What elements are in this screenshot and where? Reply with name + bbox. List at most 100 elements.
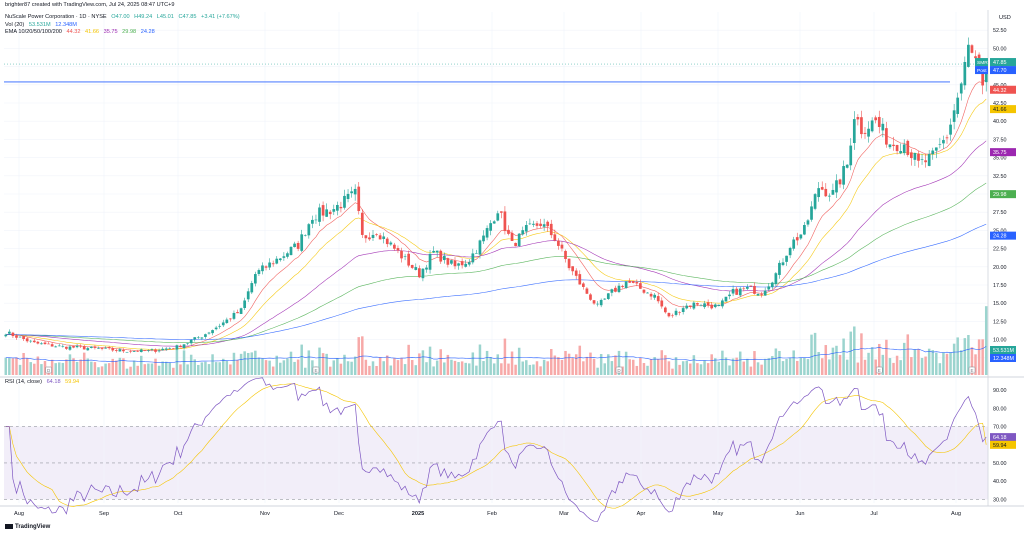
price-tick-label: 42.50: [993, 101, 1007, 107]
ohlc-close: C47.85: [178, 14, 197, 20]
volume-bar: [510, 351, 514, 375]
volume-value: 53.531M: [28, 22, 51, 28]
candle-body: [389, 242, 393, 245]
volume-bar: [82, 352, 86, 375]
volume-bar: [792, 350, 795, 375]
volume-bar: [910, 357, 913, 375]
candle-body: [43, 342, 47, 345]
candle-body: [432, 250, 435, 253]
candle-body: [795, 237, 799, 241]
candle-body: [514, 242, 517, 247]
candle-body: [229, 318, 232, 320]
candle-body: [75, 345, 79, 348]
volume-bar: [33, 363, 36, 375]
candle-body: [499, 211, 503, 213]
volume-bar: [778, 350, 781, 375]
volume-bar: [746, 358, 749, 375]
candle-body: [89, 346, 93, 348]
candle-body: [731, 288, 735, 294]
candle-body: [318, 207, 321, 222]
volume-bar: [828, 359, 831, 375]
price-tag-label: Post: [977, 68, 987, 74]
candle-body: [852, 119, 856, 144]
volume-bar: [863, 359, 867, 375]
candle-body: [243, 300, 247, 309]
candle-body: [186, 342, 189, 344]
volume-bar: [714, 358, 717, 375]
candle-body: [792, 239, 796, 249]
volume-bar: [656, 358, 660, 375]
volume-bar: [478, 344, 482, 375]
candle-body: [810, 206, 813, 220]
volume-bar: [785, 359, 788, 375]
price-tick-label: 52.50: [993, 28, 1007, 34]
candle-body: [471, 253, 475, 263]
volume-bar: [400, 357, 403, 375]
price-label-value: 12.348M: [993, 356, 1014, 362]
tradingview-logo[interactable]: TradingView: [5, 524, 50, 530]
volume-bar: [214, 362, 218, 375]
candle-body: [400, 250, 403, 259]
rsi-legend[interactable]: RSI (14, close) 64.18 59.94: [5, 379, 82, 386]
volume-bar: [15, 357, 18, 375]
volume-bar: [271, 366, 275, 375]
candle-body: [268, 262, 271, 268]
candle-body: [339, 206, 343, 209]
candle-body: [457, 263, 460, 266]
candle-body: [963, 61, 967, 86]
candle-body: [218, 325, 222, 327]
price-tag-badge: [975, 66, 988, 75]
candle-body: [36, 341, 40, 344]
volume-bar: [878, 343, 881, 375]
candle-body: [385, 238, 389, 245]
candle-body: [678, 312, 681, 313]
ema-legend[interactable]: EMA 10/20/50/100/200 44.32 41.66 35.75 2…: [5, 29, 158, 36]
candle-body: [417, 268, 421, 278]
volume-bar: [475, 365, 478, 375]
candle-body: [535, 223, 539, 226]
volume-bar: [186, 364, 189, 375]
candle-body: [581, 283, 585, 287]
volume-bar: [867, 352, 870, 375]
volume-bar: [182, 350, 186, 375]
volume-bar: [674, 357, 678, 375]
candle-body: [22, 336, 25, 340]
candle-body: [396, 248, 400, 251]
volume-bar: [585, 356, 589, 375]
candle-body: [867, 128, 870, 137]
price-tick-label: 17.50: [993, 283, 1007, 289]
ohlc-change: +3.41 (+7.67%): [201, 14, 240, 20]
volume-bar: [318, 347, 321, 375]
candle-body: [307, 224, 311, 236]
volume-bar: [43, 361, 47, 375]
candle-body: [681, 308, 685, 312]
volume-bar: [589, 352, 592, 375]
candle-body: [909, 152, 913, 159]
candle-body: [788, 247, 792, 256]
volume-bar: [332, 360, 336, 375]
volume-bar: [482, 361, 485, 375]
volume-bar: [264, 360, 268, 375]
volume-bar: [40, 364, 43, 375]
candle-body: [47, 343, 50, 345]
event-marker: [312, 366, 320, 374]
candle-body: [959, 83, 963, 94]
price-label-badge: [990, 346, 1016, 354]
volume-bar: [435, 360, 439, 375]
volume-bar: [307, 350, 311, 375]
volume-bar: [218, 362, 221, 375]
volume-bar: [239, 353, 243, 375]
volume-bar: [136, 365, 139, 375]
candle-body: [542, 224, 546, 227]
volume-bar: [617, 350, 621, 375]
volume-bar: [257, 357, 261, 375]
volume-bar: [767, 358, 770, 375]
candle-body: [956, 97, 960, 114]
volume-bar: [624, 351, 628, 375]
candle-body: [660, 300, 664, 307]
candle-body: [745, 286, 749, 289]
volume-legend[interactable]: Vol (20) 53.531M 12.348M: [5, 22, 80, 29]
volume-bar: [75, 361, 79, 375]
